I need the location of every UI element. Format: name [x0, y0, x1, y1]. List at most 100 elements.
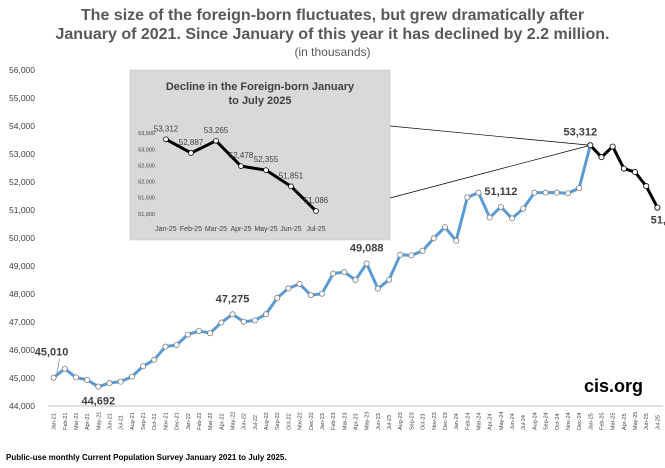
- x-tick-label: Apr-23: [354, 413, 360, 430]
- inset-data-label: 52,355: [254, 155, 279, 164]
- data-point: [441, 224, 448, 231]
- inset-x-tick-label: Jul-25: [306, 226, 325, 233]
- y-tick-label: 45,000: [9, 373, 35, 383]
- data-label: 45,010: [35, 347, 69, 359]
- data-label: 51,086: [651, 215, 665, 227]
- data-point: [229, 311, 236, 318]
- x-tick-label: Apr-25: [622, 413, 628, 430]
- inset-title-line1: Decline in the Foreign-born January: [165, 81, 355, 93]
- data-point: [419, 247, 426, 254]
- inset-y-tick-label: 52,000: [138, 180, 155, 186]
- x-tick-label: Jan-23: [320, 413, 326, 430]
- data-point: [542, 189, 549, 196]
- x-tick-label: Aug-24: [532, 412, 538, 430]
- x-tick-label: Mar-23: [342, 413, 348, 430]
- data-point: [151, 356, 158, 363]
- data-label: 47,275: [216, 293, 250, 305]
- data-point: [274, 294, 281, 301]
- x-tick-label: Mar-22: [208, 413, 214, 430]
- x-tick-label: Mar-21: [74, 413, 80, 430]
- data-point: [620, 165, 627, 172]
- callout-line-bottom: [389, 144, 591, 199]
- x-tick-label: Mar-24: [477, 413, 483, 430]
- data-point: [195, 327, 202, 334]
- data-point: [184, 331, 191, 338]
- x-tick-label: Sep-23: [409, 412, 415, 430]
- data-point: [218, 319, 225, 326]
- data-point: [117, 378, 124, 385]
- inset-data-label: 53,265: [204, 126, 229, 135]
- y-tick-label: 51,000: [9, 205, 35, 215]
- x-tick-label: May-25: [633, 412, 639, 430]
- data-point: [497, 203, 504, 210]
- inset-x-tick-label: Feb-25: [180, 226, 202, 233]
- inset-data-label: 52,887: [179, 138, 204, 147]
- data-point: [251, 317, 258, 324]
- x-tick-label: Feb-24: [465, 413, 471, 430]
- x-tick-label: Oct-24: [555, 413, 561, 430]
- data-point: [587, 142, 594, 149]
- data-point: [106, 380, 113, 387]
- data-point: [374, 285, 381, 292]
- x-tick-label: Jun-22: [242, 413, 248, 430]
- data-point: [430, 235, 437, 242]
- inset-y-tick-label: 53,000: [138, 147, 155, 153]
- x-tick-label: Jul-22: [253, 415, 259, 430]
- data-point: [609, 143, 616, 150]
- x-tick-label: Aug-23: [398, 412, 404, 430]
- x-tick-label: Dec-23: [443, 412, 449, 430]
- x-tick-label: Jun-23: [376, 413, 382, 430]
- chart-subtitle: (in thousands): [294, 45, 371, 59]
- inset-data-point: [238, 163, 244, 169]
- data-point: [285, 285, 292, 292]
- x-tick-label: Jul-24: [521, 415, 527, 430]
- x-tick-label: Mar-25: [611, 413, 617, 430]
- inset-x-tick-label: Jan-25: [155, 226, 177, 233]
- chart-title-line2: January of 2021. Since January of this y…: [55, 26, 610, 43]
- inset-data-point: [163, 136, 169, 143]
- data-label: 44,692: [81, 396, 115, 408]
- x-tick-label: Apr-24: [488, 413, 494, 430]
- data-point: [408, 252, 415, 259]
- y-tick-label: 52,000: [9, 177, 35, 187]
- x-tick-label: Jul-25: [655, 415, 661, 430]
- y-tick-label: 53,000: [9, 149, 35, 159]
- inset-data-point: [188, 150, 194, 156]
- data-point: [576, 185, 583, 192]
- data-label: 51,112: [484, 186, 517, 198]
- data-point: [632, 169, 639, 176]
- x-tick-label: Jun-21: [108, 413, 114, 430]
- inset-x-tick-label: Jun-25: [280, 226, 302, 233]
- x-tick-label: Apr-22: [219, 413, 225, 430]
- data-point: [363, 260, 370, 267]
- x-tick-label: Feb-21: [63, 413, 69, 430]
- data-point: [128, 373, 135, 380]
- y-tick-label: 48,000: [9, 289, 35, 299]
- x-tick-label: Jan-21: [52, 413, 58, 430]
- y-tick-label: 49,000: [9, 261, 35, 271]
- data-point: [162, 343, 169, 350]
- data-point: [397, 251, 404, 258]
- inset-data-point: [288, 183, 294, 190]
- y-tick-label: 44,000: [9, 401, 35, 411]
- data-point: [263, 311, 270, 318]
- x-tick-label: Nov-24: [566, 412, 572, 430]
- inset-data-label: 51,086: [304, 196, 329, 205]
- x-tick-label: Nov-22: [298, 412, 304, 430]
- x-tick-label: Aug-22: [264, 412, 270, 430]
- inset-y-tick-label: 52,500: [138, 163, 155, 169]
- data-point: [95, 383, 102, 390]
- data-point: [531, 189, 538, 196]
- data-point: [307, 292, 314, 299]
- data-point: [352, 276, 359, 283]
- x-tick-label: Feb-25: [600, 413, 606, 430]
- inset-data-label: 51,851: [279, 171, 304, 180]
- x-tick-label: Oct-22: [286, 413, 292, 430]
- inset-y-tick-label: 53,500: [138, 131, 155, 137]
- inset-title-line2: to July 2025: [228, 95, 292, 107]
- x-tick-label: Jul-23: [387, 415, 393, 430]
- x-tick-label: Jun-25: [644, 413, 650, 430]
- inset-x-tick-label: Mar-25: [205, 226, 227, 233]
- data-point: [386, 276, 393, 283]
- data-point: [553, 189, 560, 196]
